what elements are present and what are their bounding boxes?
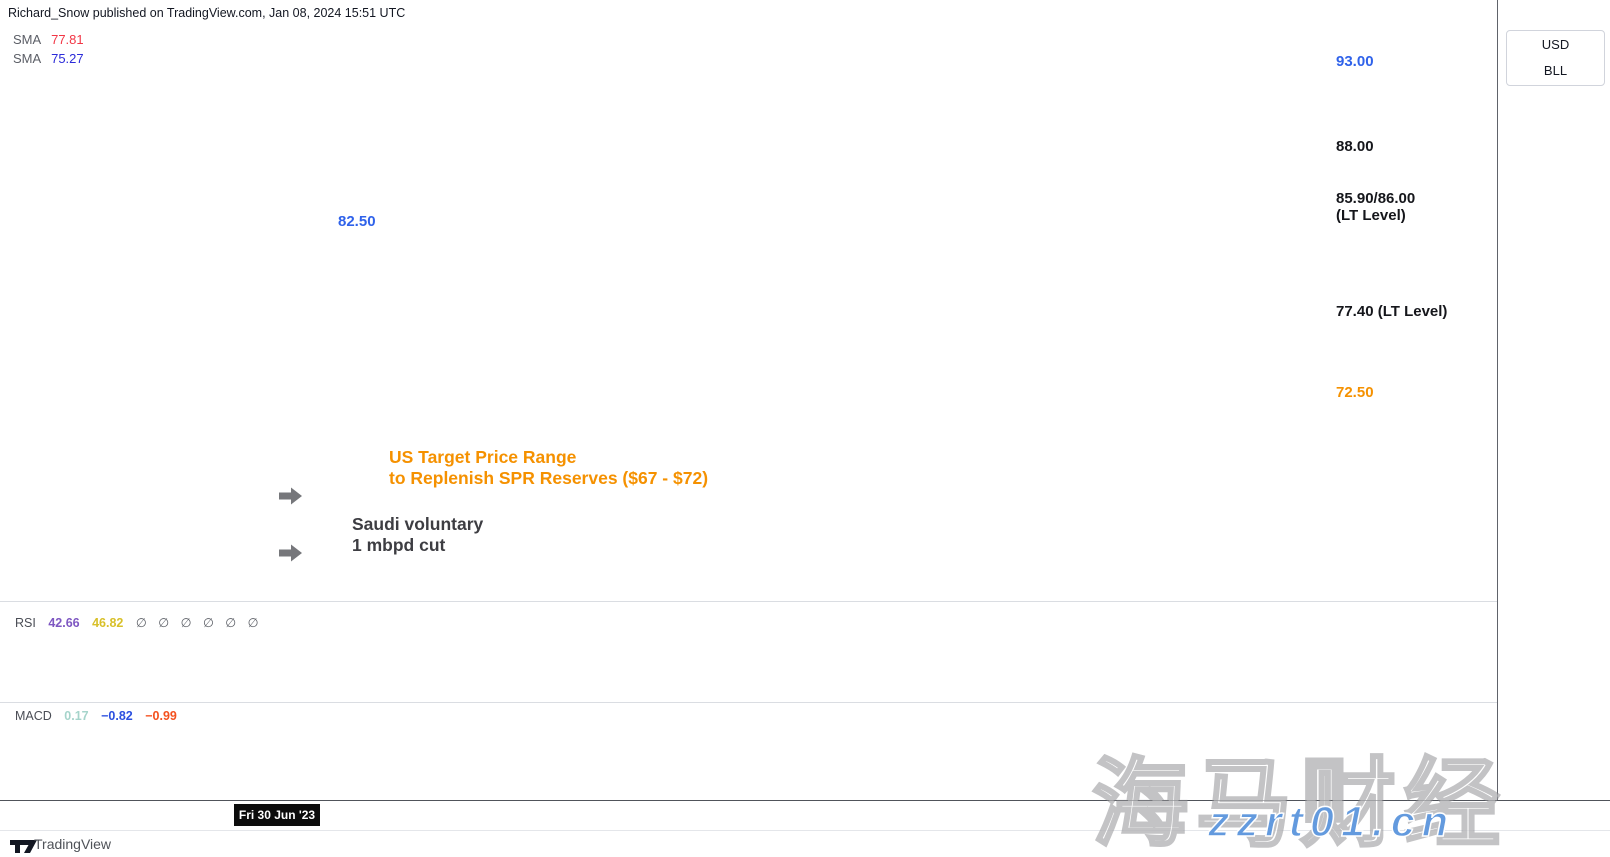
- sma-long-value: 77.81: [51, 32, 84, 47]
- spr-annotation-line1: US Target Price Range: [389, 447, 577, 467]
- rsi-label: RSI: [15, 616, 36, 630]
- level-label-7250: 72.50: [1336, 384, 1374, 401]
- level-label-7740: 77.40 (LT Level): [1336, 303, 1448, 320]
- footer-bar: TradingView: [0, 830, 1610, 857]
- level-label-8250: 82.50: [338, 213, 376, 230]
- level-label-86-sub: (LT Level): [1336, 207, 1406, 224]
- level-label-93: 93.00: [1336, 53, 1374, 70]
- brand-watermark: 海马财经: [1091, 750, 1508, 857]
- rsi-value: 42.66: [48, 616, 80, 630]
- site-watermark: zzrt01.cn: [1207, 797, 1456, 847]
- macd-legend[interactable]: MACD 0.17 −0.82 −0.99: [15, 709, 186, 723]
- right-arrow-icon: [279, 487, 305, 510]
- tradingview-logo-icon[interactable]: [10, 837, 38, 854]
- panel-separator[interactable]: [0, 702, 1610, 703]
- unit-measure[interactable]: BLL: [1543, 63, 1568, 78]
- right-arrow-icon: [279, 544, 305, 567]
- macd-hist-value: 0.17: [64, 709, 89, 723]
- rsi-ma-value: 46.82: [92, 616, 124, 630]
- macd-label: MACD: [15, 709, 52, 723]
- tradingview-logo-text[interactable]: TradingView: [34, 836, 112, 852]
- sma-long-label: SMA: [13, 32, 41, 47]
- macd-line-value: −0.82: [101, 709, 133, 723]
- level-label-88: 88.00: [1336, 138, 1374, 155]
- rsi-legend[interactable]: RSI 42.66 46.82 ∅ ∅ ∅ ∅ ∅ ∅: [15, 615, 272, 630]
- unit-currency[interactable]: USD: [1541, 37, 1570, 52]
- time-axis[interactable]: Fri 30 Jun '23: [0, 800, 1610, 830]
- sma-short-label: SMA: [13, 51, 41, 66]
- sma-short-value: 75.27: [51, 51, 84, 66]
- rsi-empty-slots: ∅ ∅ ∅ ∅ ∅ ∅: [135, 616, 263, 630]
- macd-signal-value: −0.99: [145, 709, 177, 723]
- panel-separator[interactable]: [0, 601, 1610, 602]
- price-scale[interactable]: [1497, 0, 1610, 800]
- event-date-badge: Fri 30 Jun '23: [234, 804, 320, 826]
- sma-long-legend-row[interactable]: SMA 77.81: [13, 30, 84, 49]
- published-byline: Richard_Snow published on TradingView.co…: [8, 6, 406, 20]
- unit-selector[interactable]: USD BLL: [1506, 30, 1605, 86]
- chart-plot-area[interactable]: [0, 0, 1497, 800]
- saudi-annotation-line2: 1 mbpd cut: [352, 535, 446, 555]
- saudi-annotation-line1: Saudi voluntary: [352, 514, 484, 534]
- level-label-86: 85.90/86.00: [1336, 190, 1416, 207]
- spr-annotation-line2: to Replenish SPR Reserves ($67 - $72): [389, 468, 709, 488]
- sma-short-legend-row[interactable]: SMA 75.27: [13, 49, 84, 68]
- main-legend: SMA 77.81 SMA 75.27: [13, 30, 84, 68]
